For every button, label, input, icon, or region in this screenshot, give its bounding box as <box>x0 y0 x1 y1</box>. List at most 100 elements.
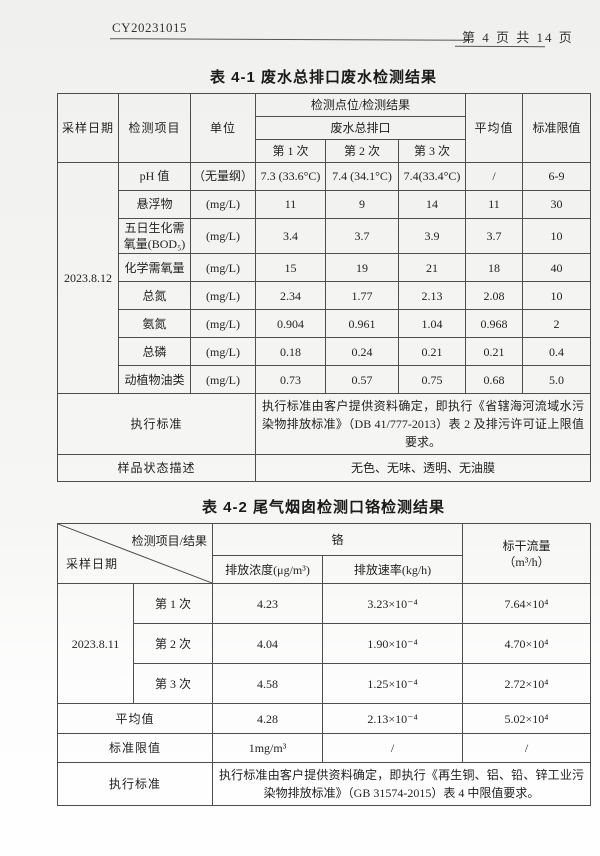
cell-value: 0.961 <box>325 309 399 339</box>
table-row: 2023.8.11 第 1 次 4.23 3.23×10⁻⁴ 7.64×10⁴ <box>57 583 592 705</box>
table-row: 总磷 (mg/L) 0.18 0.24 0.21 0.21 0.4 <box>58 337 591 367</box>
header-concentration: 排放浓度(μg/m³) <box>212 555 323 585</box>
executed-standard-text: 执行标准由客户提供资料确定，即执行《省辖海河流域水污染物排放标准》（DB 41/… <box>255 393 591 456</box>
cell-unit: (mg/L) <box>190 337 256 367</box>
table-row: 第 1 次 第 2 次 第 3 次 <box>58 139 591 163</box>
cell-concentration: 4.28 <box>212 703 323 735</box>
cell-limit: 30 <box>522 190 591 219</box>
table-row: 动植物油类 (mg/L) 0.73 0.57 0.75 0.68 5.0 <box>58 365 591 395</box>
table-row: 第 2 次 4.04 1.90×10⁻⁴ 4.70×10⁴ <box>58 623 592 665</box>
cell-value: 19 <box>325 253 399 283</box>
cell-limit: 10 <box>522 217 591 255</box>
cell-unit: (mg/L) <box>190 281 256 311</box>
table-row: 化学需氧量 (mg/L) 15 19 21 18 40 <box>58 253 591 283</box>
average-label: 平均值 <box>57 703 213 735</box>
cell-item: 氨氮 <box>118 309 191 339</box>
cell-item: 总氮 <box>118 281 191 311</box>
header-test-1: 第 1 次 <box>255 139 326 163</box>
cell-rate: / <box>321 733 464 764</box>
cell-sample-date: 2023.8.12 <box>57 161 119 395</box>
table-row: 2023.8.12 pH 值 （无量纲） 7.3 (33.6°C) 7.4 (3… <box>57 161 591 395</box>
cell-limit: 0.4 <box>522 337 591 367</box>
cell-value: 0.904 <box>255 309 326 339</box>
header-item-result: 检测项目/结果 <box>131 534 207 549</box>
cell-flow: 4.70×10⁴ <box>462 623 592 665</box>
cell-value: 7.4 (34.1°C) <box>325 162 399 191</box>
page-header: CY20231015 第 4 页 共 14 页 <box>0 18 600 52</box>
table-4-1-title: 表 4-1 废水总排口废水检测结果 <box>209 69 438 86</box>
cell-value: 2.13 <box>398 281 466 311</box>
cell-item: pH 值 <box>118 162 191 191</box>
cell-value: 15 <box>255 253 326 283</box>
cell-unit: (mg/L) <box>190 190 256 219</box>
table-row: 平均值 4.28 2.13×10⁻⁴ 5.02×10⁴ <box>57 703 592 735</box>
table-row: 样品状态描述 无色、无味、透明、无油膜 <box>57 454 591 483</box>
header-sample-date: 采样日期 <box>57 93 119 163</box>
cell-value: 0.73 <box>255 365 326 395</box>
cell-concentration: 4.04 <box>212 623 323 665</box>
cell-average: 2.08 <box>465 281 523 311</box>
cell-value: 9 <box>325 190 399 219</box>
cell-value: 3.4 <box>255 217 326 255</box>
cell-average: 18 <box>465 253 523 283</box>
document-number: CY20231015 <box>112 20 188 35</box>
table-row: 排放浓度(μg/m³) 排放速率(kg/h) <box>58 555 591 585</box>
cell-value: 3.7 <box>325 217 399 255</box>
header-unit: 单位 <box>190 93 256 163</box>
cell-unit: （无量纲） <box>190 162 256 191</box>
page-number-info: 第 4 页 共 14 页 <box>462 30 574 45</box>
table-row: 采样日期 检测项目 单位 检测点位/检测结果 平均值 标准限值 <box>57 93 591 163</box>
header-chromium: 铬 <box>211 523 464 557</box>
cell-value: 1.04 <box>398 309 466 339</box>
limit-label: 标准限值 <box>57 733 213 764</box>
table-4-2: 检测项目/结果 采样日期 铬 标干流量 （m³/h） 排放浓度(μg/m³) 排… <box>57 523 592 807</box>
cell-limit: 5.0 <box>522 365 591 395</box>
sample-state-label: 样品状态描述 <box>57 454 256 483</box>
executed-standard-label: 执行标准 <box>57 762 213 807</box>
cell-value: 0.21 <box>398 337 466 367</box>
header-item: 检测项目 <box>118 93 191 163</box>
cell-value: 0.24 <box>325 337 399 367</box>
cell-average: 11 <box>465 190 523 219</box>
cell-average: / <box>465 162 523 191</box>
table-4-2-title: 表 4-2 尾气烟囱检测口铬检测结果 <box>201 499 446 517</box>
cell-item: 动植物油类 <box>118 365 191 395</box>
table-row: 执行标准 执行标准由客户提供资料确定，即执行《再生铜、铝、铅、锌工业污染物排放标… <box>57 762 592 807</box>
header-test-2: 第 2 次 <box>325 139 399 163</box>
cell-item: 化学需氧量 <box>118 253 191 283</box>
cell-value: 14 <box>398 190 466 219</box>
cell-unit: (mg/L) <box>190 217 256 255</box>
cell-flow: / <box>462 733 592 764</box>
header-average: 平均值 <box>465 93 523 163</box>
cell-rate: 2.13×10⁻⁴ <box>321 703 464 735</box>
cell-unit: (mg/L) <box>190 365 256 395</box>
cell-value: 0.75 <box>398 365 466 395</box>
header-flow-line2: （m³/h） <box>503 554 550 569</box>
header-outlet: 废水总排口 <box>255 116 466 140</box>
header-rule-left <box>109 38 471 41</box>
cell-concentration: 1mg/m³ <box>212 733 323 764</box>
cell-flow: 5.02×10⁴ <box>462 703 592 735</box>
cell-test-label: 第 2 次 <box>133 623 213 665</box>
table-row: 五日生化需氧量(BOD₅) (mg/L) 3.4 3.7 3.9 3.7 10 <box>58 217 591 255</box>
cell-rate: 1.90×10⁻⁴ <box>321 623 464 665</box>
executed-standard-label: 执行标准 <box>57 393 256 456</box>
table-row: 悬浮物 (mg/L) 11 9 14 11 30 <box>58 190 591 219</box>
cell-average: 3.7 <box>465 217 523 255</box>
header-point-result: 检测点位/检测结果 <box>255 93 466 117</box>
cell-average: 0.68 <box>465 365 523 395</box>
table-row: 第 3 次 4.58 1.25×10⁻⁴ 2.72×10⁴ <box>58 663 592 705</box>
cell-average: 0.21 <box>465 337 523 367</box>
table-4-1: 采样日期 检测项目 单位 检测点位/检测结果 平均值 标准限值 废水总排口 第 … <box>57 93 591 483</box>
cell-limit: 10 <box>522 281 591 311</box>
cell-concentration: 4.58 <box>212 663 323 705</box>
cell-limit: 2 <box>522 309 591 339</box>
table-row: 总氮 (mg/L) 2.34 1.77 2.13 2.08 10 <box>58 281 591 311</box>
cell-limit: 6-9 <box>522 162 591 191</box>
cell-rate: 1.25×10⁻⁴ <box>321 663 464 705</box>
table-row: 检测项目/结果 采样日期 铬 标干流量 （m³/h） <box>57 523 592 585</box>
cell-value: 11 <box>255 190 326 219</box>
cell-value: 21 <box>398 253 466 283</box>
cell-flow: 2.72×10⁴ <box>462 663 592 705</box>
